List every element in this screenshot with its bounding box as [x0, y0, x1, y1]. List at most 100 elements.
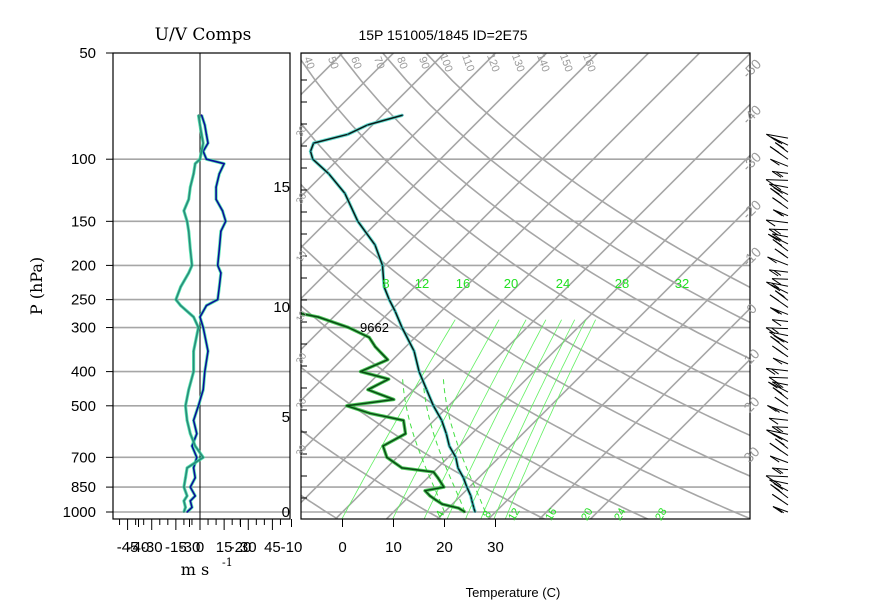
profile-point [470, 495, 472, 497]
wind-barb-feather [775, 171, 784, 178]
profile-point [404, 432, 407, 435]
isotherm-label: -50 [739, 56, 765, 82]
height-tick-label: 10 [273, 299, 290, 316]
left-pressure-tick-labels: 50 100 150 200 250 300 400 500 700 850 1000 [63, 45, 113, 521]
isotherm [301, 53, 701, 453]
wind-barb-feather [774, 396, 785, 404]
wind-data-point [194, 495, 196, 497]
dry-adiabat-label: 70 [371, 55, 386, 71]
wind-barb-shaft [772, 233, 789, 238]
sounding-profiles [301, 113, 477, 514]
wind-data-point [221, 210, 224, 212]
wind-barb-feather [768, 269, 779, 277]
profile-point [345, 405, 348, 407]
adiabat-side-label: 10 [294, 309, 309, 325]
wind-data-point [215, 186, 217, 188]
profile-point [445, 432, 448, 435]
wind-data-point [199, 158, 201, 160]
wind-barb-feather [773, 482, 784, 490]
pressure-tick-label: 1000 [63, 504, 96, 521]
wind-data-point [194, 162, 196, 165]
wind-data-point [191, 264, 193, 267]
profile-point [470, 499, 473, 501]
wind-component-line [175, 114, 204, 513]
profile-point [455, 456, 457, 459]
height-tick-label: 5 [282, 409, 290, 426]
isotherm [301, 53, 599, 351]
wind-data-point [186, 467, 188, 469]
pressure-tick-label: 200 [71, 257, 96, 274]
wind-barb-feather [771, 327, 779, 334]
temperature-tick-label: -20 [230, 539, 252, 556]
wind-data-point [216, 298, 219, 301]
profile-point [317, 316, 320, 318]
moist-adiabat-label: 16 [543, 506, 560, 523]
wind-barb-shaft [765, 475, 789, 478]
profile-point [344, 192, 346, 195]
pressure-tick-label: 100 [71, 151, 96, 168]
wind-barb-shaft [770, 455, 789, 464]
uv-panel-frame [112, 52, 291, 520]
wind-barb-shaft [767, 256, 789, 266]
temperature-tick-label: 0 [338, 539, 346, 556]
uv-panel-title: U/V Comps [155, 25, 252, 45]
profile-point [443, 486, 445, 488]
temperature-tick-label: 20 [436, 539, 453, 556]
wind-data-point [196, 456, 198, 459]
wind-data-point [200, 133, 203, 136]
wind-barb-shaft [769, 417, 789, 421]
wind-barb-shaft [765, 179, 789, 181]
wind-data-point [187, 230, 190, 232]
wind-data-point [207, 350, 209, 352]
wind-data-point [192, 350, 195, 352]
profile-point [473, 507, 475, 509]
wind-barb-feather [769, 294, 780, 302]
wind-barb-feather [775, 382, 784, 389]
wind-data-point [184, 477, 187, 479]
profile-point [418, 370, 420, 373]
wind-barb-feather [768, 228, 779, 236]
profile-point [312, 158, 314, 160]
speed-tick-label: 15 [216, 539, 233, 556]
profile-point [425, 388, 428, 391]
wind-barb-feather [772, 233, 782, 241]
profile-point [448, 445, 451, 447]
wind-barb-shaft [772, 209, 789, 217]
mixing-ratio-label: 32 [675, 276, 689, 291]
wind-data-point [215, 198, 217, 201]
wind-barb-shaft [768, 376, 789, 379]
wind-data-point [184, 506, 187, 509]
profile-point [367, 388, 369, 391]
wind-data-point [202, 326, 204, 329]
wind-barb-shaft [772, 357, 789, 365]
wind-barb-shaft [772, 319, 789, 323]
profile-point [441, 503, 444, 505]
wind-data-point [184, 405, 187, 407]
profile-point [347, 326, 350, 329]
profile-point [440, 419, 443, 422]
isotherm-label: 10 [740, 345, 762, 367]
profile-point [381, 264, 384, 267]
isotherm [487, 256, 750, 519]
wind-barb-feather [772, 381, 782, 389]
pressure-tick-label: 700 [71, 449, 96, 466]
speed-axis-ticks: -45 -30 -15 0 15 30 45 [117, 519, 281, 556]
wind-data-point [187, 272, 190, 274]
dry-adiabat-label: 80 [394, 55, 409, 71]
wind-barb-feather [771, 282, 780, 289]
adiabat-side-label: 30 [294, 443, 309, 459]
wind-data-point [183, 486, 185, 488]
dry-adiabat [301, 366, 546, 519]
wind-barb-feather [765, 475, 776, 483]
wind-barb-feather [775, 438, 785, 446]
moist-adiabat-label: 20 [579, 506, 596, 523]
wind-data-point [192, 316, 195, 318]
isotherm-label: -40 [739, 102, 765, 128]
wind-data-point [189, 500, 192, 502]
temperature-axis-label: Temperature (C) [466, 585, 561, 600]
profile-point [401, 326, 403, 329]
profile-point [359, 370, 362, 373]
wind-barb-feather [768, 417, 779, 425]
